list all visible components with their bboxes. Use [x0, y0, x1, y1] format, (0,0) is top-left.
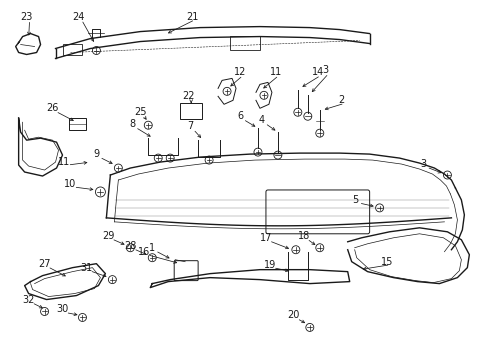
Text: 17: 17: [259, 233, 271, 243]
Text: 29: 29: [102, 231, 114, 241]
Bar: [229, 36, 260, 50]
Text: 3: 3: [420, 159, 426, 169]
Text: 30: 30: [56, 305, 68, 315]
Text: 8: 8: [129, 119, 135, 129]
Text: 18: 18: [297, 231, 309, 241]
Bar: [62, 44, 82, 55]
Bar: [180, 103, 202, 119]
Text: 20: 20: [287, 310, 300, 320]
Text: 5: 5: [352, 195, 358, 205]
Text: 19: 19: [263, 260, 276, 270]
Bar: [68, 118, 86, 130]
Text: 25: 25: [134, 107, 146, 117]
Text: 24: 24: [72, 12, 84, 22]
Text: 1: 1: [149, 243, 155, 253]
Text: 23: 23: [20, 12, 33, 22]
FancyBboxPatch shape: [265, 190, 369, 234]
Text: 27: 27: [38, 259, 51, 269]
FancyBboxPatch shape: [174, 261, 198, 280]
Text: 11: 11: [58, 157, 70, 167]
Text: 21: 21: [185, 12, 198, 22]
Text: 28: 28: [124, 241, 136, 251]
Text: 14: 14: [311, 67, 323, 77]
Text: 15: 15: [381, 257, 393, 267]
Text: 6: 6: [237, 111, 243, 121]
Text: 22: 22: [182, 91, 194, 101]
Text: 12: 12: [233, 67, 245, 77]
Text: 32: 32: [22, 294, 35, 305]
Text: 11: 11: [269, 67, 282, 77]
Text: 7: 7: [186, 121, 193, 131]
Text: 31: 31: [80, 263, 92, 273]
Text: 9: 9: [93, 149, 99, 159]
Text: 4: 4: [258, 115, 264, 125]
Text: 26: 26: [46, 103, 59, 113]
Text: 2: 2: [338, 95, 344, 105]
Text: 10: 10: [64, 179, 77, 189]
Text: 3: 3: [322, 66, 328, 76]
Text: 16: 16: [138, 247, 150, 257]
